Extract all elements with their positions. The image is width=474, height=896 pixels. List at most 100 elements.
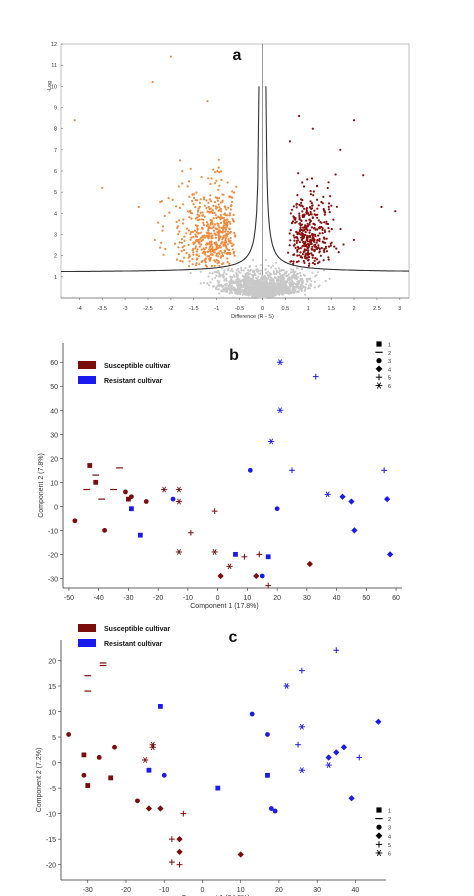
down-point <box>175 258 179 261</box>
susceptible-legend-label: Susceptible cultivar <box>104 363 170 370</box>
ns-point <box>309 277 312 280</box>
y-tick-label: 10 <box>48 709 56 716</box>
sample-point <box>176 861 183 868</box>
up-point <box>289 239 292 242</box>
up-point <box>321 202 324 205</box>
up-point <box>323 221 326 224</box>
down-point <box>194 206 197 209</box>
up-point <box>295 260 298 264</box>
up-point <box>330 204 333 207</box>
sample-point <box>175 498 183 505</box>
sample-point <box>72 518 78 524</box>
down-point <box>198 201 201 204</box>
ns-point <box>250 283 253 286</box>
y-axis-label: Component 2 (7.8%) <box>38 453 45 518</box>
down-point <box>203 215 206 218</box>
ns-point <box>217 269 220 272</box>
up-point <box>304 241 307 244</box>
y-tick-label: 8 <box>54 127 57 133</box>
ns-point <box>292 285 296 289</box>
down-point <box>207 236 210 239</box>
y-tick-label: -20 <box>48 552 58 559</box>
down-point <box>218 264 221 267</box>
up-point <box>306 238 309 241</box>
up-point <box>316 228 319 231</box>
ns-point <box>247 294 250 297</box>
down-point <box>194 224 197 227</box>
y-tick-label: 11 <box>51 63 57 69</box>
down-point <box>195 262 198 265</box>
ns-point <box>249 291 252 294</box>
legend-marker-label: 4 <box>388 367 391 373</box>
up-point <box>290 260 293 263</box>
down-point <box>204 264 207 267</box>
up-point <box>288 140 291 143</box>
down-point <box>191 263 194 266</box>
up-point <box>305 225 308 228</box>
down-point <box>204 257 207 260</box>
ns-point <box>274 284 277 287</box>
down-point <box>200 248 203 251</box>
sample-point <box>215 785 221 791</box>
up-point <box>353 119 356 122</box>
down-point <box>209 219 212 222</box>
up-point <box>318 247 321 250</box>
down-point <box>214 171 217 174</box>
x-tick-label: 0 <box>216 595 220 602</box>
up-point <box>339 227 342 231</box>
up-point <box>299 247 302 250</box>
down-point <box>210 177 213 180</box>
down-point <box>219 214 222 217</box>
sample-point <box>384 496 391 503</box>
x-tick-label: -3 <box>123 306 128 312</box>
up-point <box>298 230 302 233</box>
y-tick-label: 4 <box>54 211 57 217</box>
ns-point <box>272 277 275 281</box>
up-point <box>306 246 309 249</box>
ns-point <box>310 280 313 283</box>
ns-point <box>291 283 294 286</box>
up-point <box>297 247 300 250</box>
up-point <box>327 227 330 230</box>
ns-point <box>310 284 313 287</box>
ns-point <box>272 293 275 296</box>
ns-point <box>223 269 226 272</box>
up-point <box>313 240 316 243</box>
y-tick-label: 50 <box>50 384 58 391</box>
ns-point <box>293 273 296 276</box>
ns-point <box>286 275 289 278</box>
ns-point <box>288 276 291 279</box>
up-point <box>295 241 298 244</box>
ns-point <box>229 287 232 290</box>
up-point <box>288 244 291 247</box>
ns-point <box>252 294 255 297</box>
down-point <box>204 246 208 249</box>
sample-point <box>375 718 382 725</box>
down-point <box>196 248 199 251</box>
down-point <box>183 256 186 259</box>
y-tick-label: 10 <box>50 480 58 487</box>
ns-point <box>294 275 297 278</box>
sample-point <box>226 563 233 570</box>
ns-point <box>283 281 287 284</box>
ns-point <box>289 281 292 284</box>
down-point <box>187 243 190 247</box>
up-point <box>326 222 330 226</box>
down-point <box>161 225 165 228</box>
ns-point <box>207 275 210 278</box>
sample-point <box>272 808 278 814</box>
ns-point <box>225 282 228 285</box>
down-point <box>186 185 189 188</box>
ns-point <box>222 275 225 278</box>
sample-point <box>247 467 253 473</box>
ns-point <box>280 268 284 272</box>
down-point <box>214 214 217 217</box>
x-tick-label: -10 <box>159 887 169 894</box>
down-point <box>171 198 174 201</box>
up-point <box>311 261 315 265</box>
up-point <box>322 195 325 198</box>
y-tick-label: 5 <box>54 190 57 196</box>
up-point <box>310 242 313 245</box>
y-tick-label: 0 <box>52 761 56 768</box>
sample-point <box>81 772 87 778</box>
